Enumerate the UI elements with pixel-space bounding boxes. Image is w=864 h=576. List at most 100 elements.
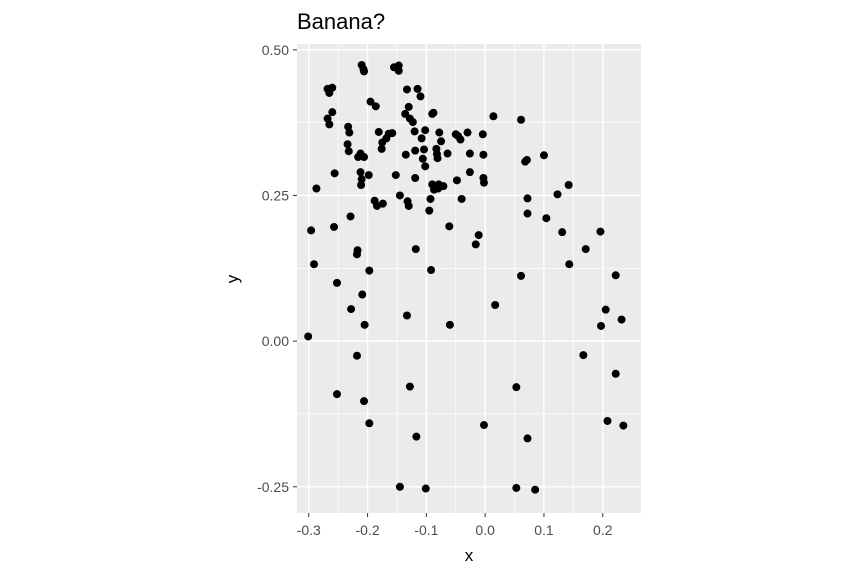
data-point: [457, 194, 466, 203]
x-axis-title: x: [465, 546, 474, 565]
data-point: [489, 112, 498, 121]
y-tick-label: 0.50: [262, 42, 289, 58]
data-point: [523, 209, 532, 218]
data-point: [365, 419, 374, 428]
y-tick-label: -0.25: [257, 479, 289, 495]
data-point: [410, 127, 419, 136]
data-point: [619, 421, 628, 430]
data-point: [437, 137, 446, 146]
x-tick-label: -0.1: [414, 522, 438, 538]
data-point: [404, 102, 413, 111]
data-point: [417, 134, 426, 143]
data-point: [523, 434, 532, 443]
data-point: [360, 320, 369, 329]
data-point: [358, 290, 367, 299]
data-point: [402, 311, 411, 320]
data-point: [542, 214, 551, 223]
data-point: [531, 485, 540, 494]
data-point: [479, 421, 488, 430]
data-point: [474, 231, 483, 240]
data-point: [374, 127, 383, 136]
data-point: [478, 130, 487, 139]
x-axis: -0.3 -0.2 -0.1 0.0 0.1 0.2: [297, 513, 613, 538]
data-point: [429, 108, 438, 117]
data-point: [344, 147, 353, 156]
data-point: [479, 178, 488, 187]
data-point: [401, 150, 410, 159]
data-point: [325, 120, 334, 129]
data-point: [539, 151, 548, 160]
data-point: [445, 320, 454, 329]
data-point: [421, 162, 430, 171]
data-point: [445, 222, 454, 231]
data-point: [579, 351, 588, 360]
data-point: [564, 180, 573, 189]
data-point: [597, 321, 606, 330]
data-point: [443, 149, 452, 158]
data-point: [411, 146, 420, 155]
data-point: [435, 128, 444, 137]
data-point: [310, 260, 319, 269]
data-point: [405, 382, 414, 391]
data-point: [360, 153, 369, 162]
x-tick-label: 0.0: [475, 522, 495, 538]
data-point: [304, 332, 313, 341]
data-point: [425, 206, 434, 215]
data-point: [352, 351, 361, 360]
data-point: [357, 175, 366, 184]
data-point: [412, 432, 421, 441]
data-point: [421, 126, 430, 135]
data-point: [391, 171, 400, 180]
data-point: [439, 182, 448, 191]
data-point: [312, 184, 321, 193]
plot-panel: [297, 44, 641, 513]
data-point: [332, 390, 341, 399]
data-point: [328, 83, 337, 92]
data-point: [452, 176, 461, 185]
data-point: [307, 226, 316, 235]
data-point: [411, 245, 420, 254]
data-point: [395, 482, 404, 491]
data-point: [346, 212, 355, 221]
data-point: [565, 260, 574, 269]
data-point: [426, 194, 435, 203]
data-point: [353, 246, 362, 255]
x-tick-label: 0.2: [593, 522, 613, 538]
data-point: [404, 201, 413, 210]
major-gridlines: [297, 44, 641, 513]
data-point: [465, 168, 474, 177]
data-point: [394, 66, 403, 75]
data-point: [421, 484, 430, 493]
data-point: [517, 271, 526, 280]
data-point: [364, 171, 373, 180]
data-point: [558, 228, 567, 237]
data-point: [402, 85, 411, 94]
data-point: [611, 369, 620, 378]
data-point: [418, 154, 427, 163]
x-tick-label: -0.2: [356, 522, 380, 538]
data-point: [611, 271, 620, 280]
data-point: [601, 305, 610, 314]
data-point: [617, 315, 626, 324]
data-point: [366, 97, 375, 106]
data-point: [378, 199, 387, 208]
data-point: [581, 245, 590, 254]
data-point: [408, 118, 417, 127]
data-point: [360, 397, 369, 406]
data-point: [491, 301, 500, 310]
data-point: [365, 266, 374, 275]
data-point: [395, 191, 404, 200]
data-point: [360, 67, 369, 76]
data-point: [388, 129, 397, 138]
data-point: [330, 169, 339, 178]
data-point: [357, 180, 366, 189]
y-axis-title: y: [223, 274, 242, 283]
data-point: [420, 145, 429, 154]
data-point: [433, 154, 442, 163]
data-point: [328, 108, 337, 117]
data-point: [465, 149, 474, 158]
data-point: [427, 266, 436, 275]
data-point: [479, 150, 488, 159]
data-point: [456, 135, 465, 144]
data-point: [371, 102, 380, 111]
